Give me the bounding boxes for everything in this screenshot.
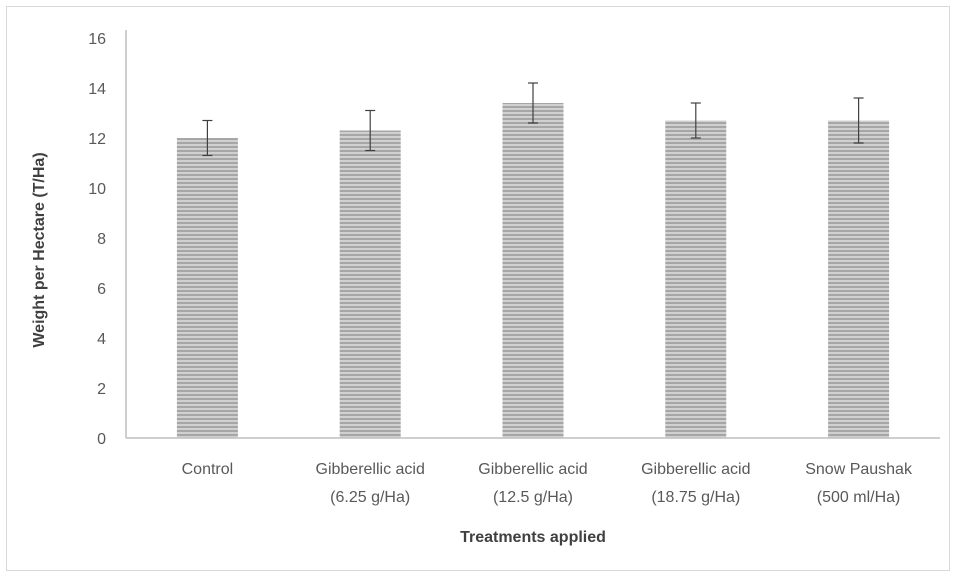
y-tick-label: 14 xyxy=(88,81,106,98)
bar xyxy=(176,138,238,438)
y-tick-label: 4 xyxy=(97,331,106,348)
y-axis-ticks: 0 2 4 6 8 10 12 14 16 xyxy=(88,31,106,448)
x-category-label: Snow Paushak (500 ml/Ha) xyxy=(805,461,913,506)
y-tick-label: 2 xyxy=(97,381,106,398)
x-category-label-line: Gibberellic acid xyxy=(478,461,587,478)
error-bar xyxy=(202,119,213,157)
x-category-label-line: (18.75 g/Ha) xyxy=(651,489,740,506)
error-bars xyxy=(202,82,864,157)
x-category-label: Control xyxy=(182,461,234,478)
y-tick-label: 6 xyxy=(97,281,106,298)
x-category-label-line: Gibberellic acid xyxy=(316,461,425,478)
x-axis-title: Treatments applied xyxy=(460,529,606,546)
x-axis-labels: Control Gibberellic acid (6.25 g/Ha)Gibber… xyxy=(182,461,913,506)
y-tick-label: 12 xyxy=(88,131,106,148)
x-category-label-line: (6.25 g/Ha) xyxy=(330,489,410,506)
y-axis-title: Weight per Hectare (T/Ha) xyxy=(31,152,48,347)
bar xyxy=(339,130,401,438)
x-category-label-line: Gibberellic acid xyxy=(641,461,750,478)
error-bar xyxy=(690,102,701,139)
y-tick-label: 0 xyxy=(97,431,106,448)
y-tick-label: 10 xyxy=(88,181,106,198)
x-category-label-line: Control xyxy=(182,461,234,478)
bar xyxy=(665,120,727,438)
x-category-label: Gibberellic acid (12.5 g/Ha) xyxy=(478,461,587,506)
x-category-label: Gibberellic acid (18.75 g/Ha) xyxy=(641,461,750,506)
x-category-label-line: (500 ml/Ha) xyxy=(817,489,901,506)
error-bar xyxy=(528,82,538,124)
x-category-label-line: Snow Paushak xyxy=(805,461,913,478)
error-bar xyxy=(365,109,376,152)
y-tick-label: 8 xyxy=(97,231,106,248)
error-bar xyxy=(853,97,864,144)
chart-frame xyxy=(6,6,950,571)
x-category-label: Gibberellic acid (6.25 g/Ha) xyxy=(316,461,425,506)
bars xyxy=(176,103,890,438)
bar xyxy=(828,120,890,438)
y-tick-label: 16 xyxy=(88,31,106,48)
bar xyxy=(502,103,564,438)
x-category-label-line: (12.5 g/Ha) xyxy=(493,489,573,506)
